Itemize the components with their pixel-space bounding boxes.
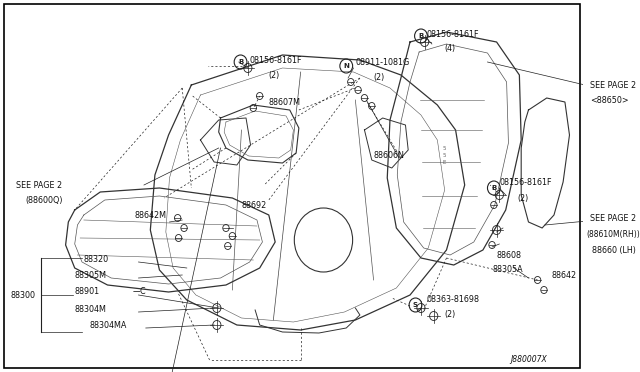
Text: (2): (2) [518, 193, 529, 202]
Text: S: S [413, 302, 418, 308]
Text: N: N [343, 63, 349, 69]
Text: —C: —C [132, 288, 146, 296]
Text: 88608: 88608 [497, 250, 522, 260]
Text: (4): (4) [445, 44, 456, 52]
Text: (2): (2) [268, 71, 279, 80]
Text: 08363-81698: 08363-81698 [426, 295, 479, 305]
Text: SEE PAGE 2: SEE PAGE 2 [17, 180, 63, 189]
Text: B: B [238, 59, 243, 65]
Text: 88304M: 88304M [75, 305, 107, 314]
Text: (2): (2) [374, 73, 385, 81]
Text: 88300: 88300 [11, 291, 36, 299]
Text: 88660 (LH): 88660 (LH) [592, 246, 636, 254]
Text: 08156-8161F: 08156-8161F [426, 29, 479, 38]
Text: B: B [492, 185, 497, 191]
Text: 88305M: 88305M [75, 270, 107, 279]
Text: (88610M(RH)): (88610M(RH)) [587, 230, 640, 238]
Text: 08911-1081G: 08911-1081G [355, 58, 410, 67]
Text: 88606N: 88606N [374, 151, 404, 160]
Text: 88304MA: 88304MA [90, 321, 127, 330]
Text: (2): (2) [445, 311, 456, 320]
Text: 88320: 88320 [84, 256, 109, 264]
Text: 88642: 88642 [551, 270, 577, 279]
Text: 5
5
E: 5 5 E [443, 145, 447, 164]
Text: SEE PAGE 2: SEE PAGE 2 [591, 80, 637, 90]
Text: 08156-8161F: 08156-8161F [250, 55, 302, 64]
Text: J880007X: J880007X [510, 356, 547, 365]
Text: 88901: 88901 [75, 288, 100, 296]
Text: SEE PAGE 2: SEE PAGE 2 [591, 214, 637, 222]
Text: 08156-8161F: 08156-8161F [499, 177, 552, 186]
Text: B: B [419, 33, 424, 39]
Text: (88600Q): (88600Q) [26, 196, 63, 205]
Text: <88650>: <88650> [591, 96, 629, 105]
Text: 88607M: 88607M [269, 97, 301, 106]
Text: 88692: 88692 [241, 201, 267, 209]
Text: 88642M: 88642M [135, 211, 167, 219]
Text: 88305A: 88305A [492, 266, 523, 275]
